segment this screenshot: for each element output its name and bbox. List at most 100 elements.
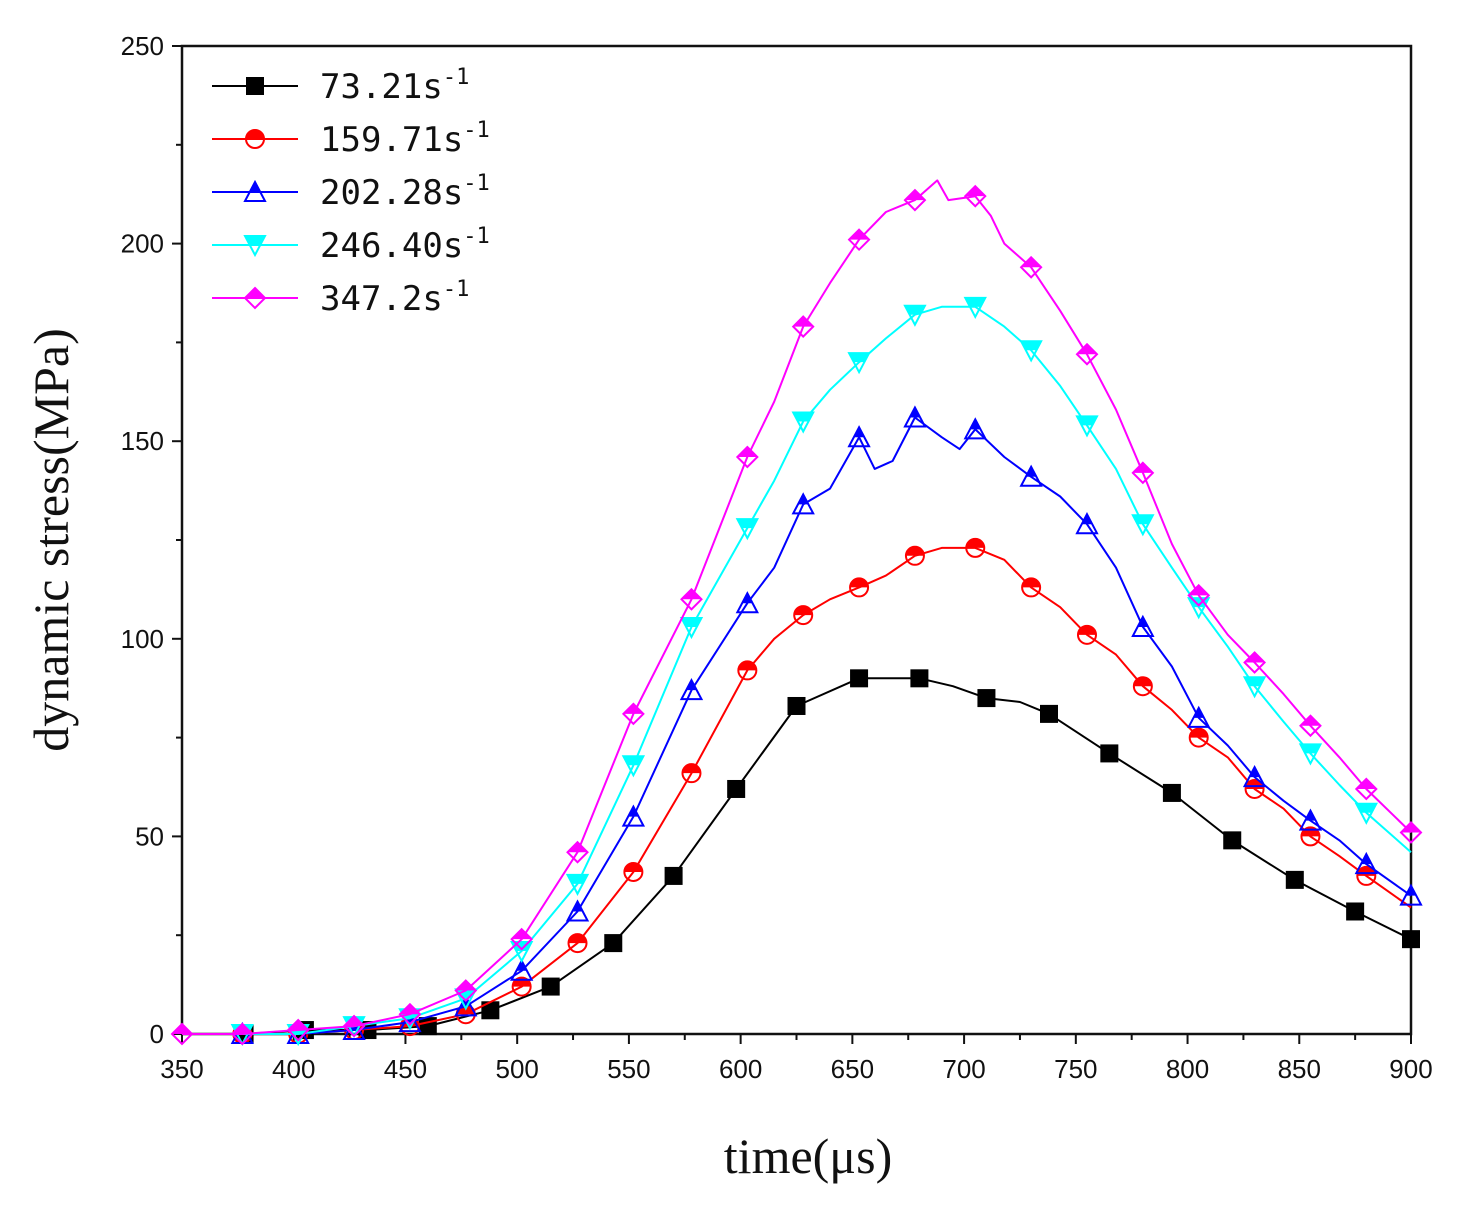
data-marker: [621, 755, 646, 778]
data-marker: [1298, 808, 1323, 831]
data-marker: [398, 1002, 422, 1026]
legend-entry: 73.21s-1: [212, 65, 469, 107]
data-marker: [1075, 342, 1099, 366]
data-marker: [245, 129, 265, 149]
data-marker: [735, 591, 759, 614]
data-marker: [565, 873, 590, 896]
data-marker: [1100, 744, 1119, 763]
data-marker: [481, 1001, 500, 1020]
data-marker: [847, 228, 871, 252]
data-marker: [1399, 883, 1423, 906]
data-marker: [1019, 464, 1043, 487]
data-marker: [1075, 415, 1099, 438]
series-202.28: [182, 405, 1423, 1044]
x-tick-label: 600: [719, 1054, 762, 1084]
data-marker: [1131, 461, 1155, 485]
x-axis-title: time(μs): [724, 1128, 892, 1184]
x-tick-label: 450: [384, 1054, 427, 1084]
data-marker: [679, 616, 704, 640]
data-marker: [1242, 676, 1267, 699]
data-marker: [1040, 704, 1059, 723]
data-marker: [680, 587, 703, 611]
data-marker: [565, 899, 590, 922]
data-marker: [1402, 930, 1420, 949]
data-marker: [681, 763, 702, 784]
legend: 73.21s-1 159.71s-1 202.28s-1 246.40s-1 347.2…: [212, 65, 490, 319]
data-marker: [170, 1022, 194, 1046]
y-tick-label: 0: [150, 1019, 164, 1049]
series-line: [182, 179, 1412, 1035]
data-marker: [566, 840, 589, 864]
data-marker: [1243, 651, 1266, 674]
data-marker: [735, 445, 759, 469]
x-tick-label: 400: [272, 1054, 315, 1084]
x-tick-label: 800: [1166, 1054, 1209, 1084]
data-marker: [1354, 851, 1378, 875]
data-marker: [664, 866, 683, 885]
data-marker: [1019, 340, 1043, 363]
series-347.2: [170, 179, 1423, 1046]
series-73.21: [182, 669, 1420, 1043]
legend-label: 73.21s-1: [320, 65, 469, 107]
data-marker: [230, 1022, 254, 1046]
data-marker: [847, 352, 871, 375]
x-axis-ticks: 350 400 450 500 550 600 650 700 750 800 850 900: [160, 1034, 1433, 1084]
data-marker: [1075, 512, 1099, 535]
legend-entry: 202.28s-1: [212, 171, 490, 213]
series-line: [182, 546, 1412, 1035]
data-marker: [791, 315, 815, 339]
data-marker: [791, 492, 815, 515]
data-marker: [737, 660, 758, 681]
data-marker: [1298, 743, 1323, 766]
data-marker: [847, 425, 871, 448]
x-tick-label: 350: [160, 1054, 203, 1084]
series-line: [182, 416, 1412, 1035]
data-marker: [963, 417, 987, 440]
y-tick-label: 200: [121, 229, 164, 259]
data-marker: [1399, 821, 1423, 844]
legend-label: 159.71s-1: [320, 118, 490, 160]
data-marker: [509, 958, 534, 981]
data-marker: [1242, 764, 1267, 788]
y-axis-title: dynamic stress(MPa): [23, 328, 79, 752]
legend-entry: 159.71s-1: [212, 118, 490, 160]
data-marker: [1346, 902, 1365, 921]
series-line: [182, 305, 1412, 1035]
data-marker: [1188, 727, 1209, 748]
legend-label: 347.2s-1: [320, 277, 469, 319]
x-tick-label: 550: [607, 1054, 650, 1084]
data-marker: [965, 537, 986, 558]
data-marker: [1021, 577, 1042, 598]
x-tick-label: 750: [1054, 1054, 1097, 1084]
y-tick-label: 100: [121, 624, 164, 654]
data-marker: [963, 296, 987, 319]
data-marker: [541, 977, 560, 996]
x-tick-label: 650: [831, 1054, 874, 1084]
data-marker: [1162, 783, 1181, 802]
data-marker: [567, 933, 588, 954]
data-marker: [1187, 583, 1211, 607]
data-marker: [1131, 514, 1155, 537]
series-layer: [170, 179, 1423, 1047]
legend-label: 246.40s-1: [320, 224, 490, 266]
x-tick-label: 850: [1278, 1054, 1321, 1084]
legend-entry: 347.2s-1: [212, 277, 469, 319]
data-marker: [621, 804, 646, 827]
y-tick-label: 150: [121, 426, 164, 456]
data-marker: [342, 1014, 366, 1038]
data-marker: [621, 702, 645, 726]
data-marker: [787, 696, 806, 715]
data-marker: [903, 405, 927, 428]
data-marker: [1132, 676, 1153, 697]
data-marker: [679, 678, 704, 701]
data-marker: [243, 235, 267, 258]
data-marker: [1131, 614, 1155, 637]
series-line: [182, 677, 1412, 1035]
data-marker: [1223, 831, 1242, 850]
data-marker: [1299, 714, 1322, 738]
x-tick-label: 500: [495, 1054, 538, 1084]
data-marker: [1019, 255, 1043, 279]
data-marker: [1187, 705, 1211, 728]
series-246.40: [182, 296, 1412, 1047]
data-marker: [963, 184, 987, 208]
